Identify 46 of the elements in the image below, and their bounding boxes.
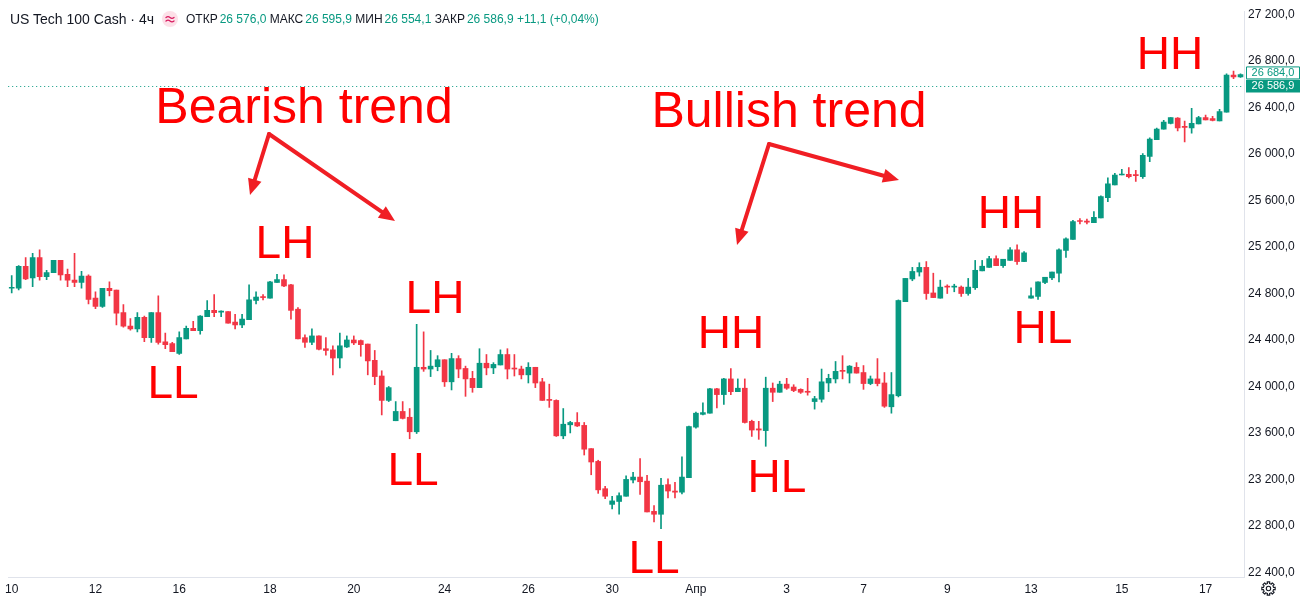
x-tick-label: 17 [1198, 581, 1213, 596]
y-tick-label: 22 400,0 [1248, 564, 1296, 579]
y-tick-label: 22 800,0 [1248, 518, 1296, 533]
annotation: LL [387, 442, 439, 495]
x-tick-label: 12 [88, 581, 103, 596]
annotation: HH [697, 305, 765, 358]
x-tick-label: 16 [172, 581, 187, 596]
annotation: HH [977, 185, 1045, 238]
annotation: HL [1013, 300, 1073, 353]
x-tick-label: 26 [521, 581, 536, 596]
y-tick-label: 24 800,0 [1248, 285, 1296, 300]
x-tick-label: 3 [783, 581, 791, 596]
y-tick-label: 23 200,0 [1248, 471, 1296, 486]
x-tick-label: 10 [5, 581, 19, 596]
y-tick-label: 23 600,0 [1248, 425, 1296, 440]
annotation: LH [405, 270, 465, 323]
x-tick-label: 7 [860, 581, 868, 596]
candlestick [672, 481, 678, 499]
annotation: LL [147, 355, 199, 408]
annotation: LL [628, 530, 680, 583]
x-tick-label: 30 [605, 581, 620, 596]
y-tick-label: 24 400,0 [1248, 332, 1296, 347]
annotation: Bullish trend [651, 82, 927, 138]
y-tick-label: 26 400,0 [1248, 99, 1296, 114]
y-tick-label: 25 600,0 [1248, 192, 1296, 207]
x-tick-label: 9 [943, 581, 951, 596]
x-tick-label: 20 [347, 581, 361, 596]
x-tick-label: 18 [263, 581, 278, 596]
ref-line-label: 26 586,9 [1251, 79, 1295, 92]
y-tick-label: 25 200,0 [1248, 239, 1296, 254]
text: 26 684,0 [1251, 66, 1295, 79]
y-tick-label: 26 000,0 [1248, 146, 1296, 161]
x-tick-label: 15 [1115, 581, 1129, 596]
x-tick-label: 24 [437, 581, 452, 596]
y-tick-label: 26 800,0 [1248, 53, 1296, 68]
annotation: HH [1136, 26, 1204, 79]
x-tick-label: Апр [685, 581, 707, 596]
y-tick-label: 27 200,0 [1248, 7, 1296, 21]
x-tick-label: 13 [1024, 581, 1039, 596]
annotation: HL [747, 449, 807, 502]
annotation: LH [255, 215, 315, 268]
chart-subtitle: ОТКР26 576,0 МАКС26 595,9 МИН26 554,1 ЗАКР26 586,9 +11,1 (+0,04%) [186, 12, 599, 26]
candlestick [211, 294, 217, 318]
chart-title: US Tech 100 Cash · 4ч [10, 11, 154, 27]
annotation: Bearish trend [155, 78, 453, 134]
y-tick-label: 24 000,0 [1248, 378, 1296, 393]
